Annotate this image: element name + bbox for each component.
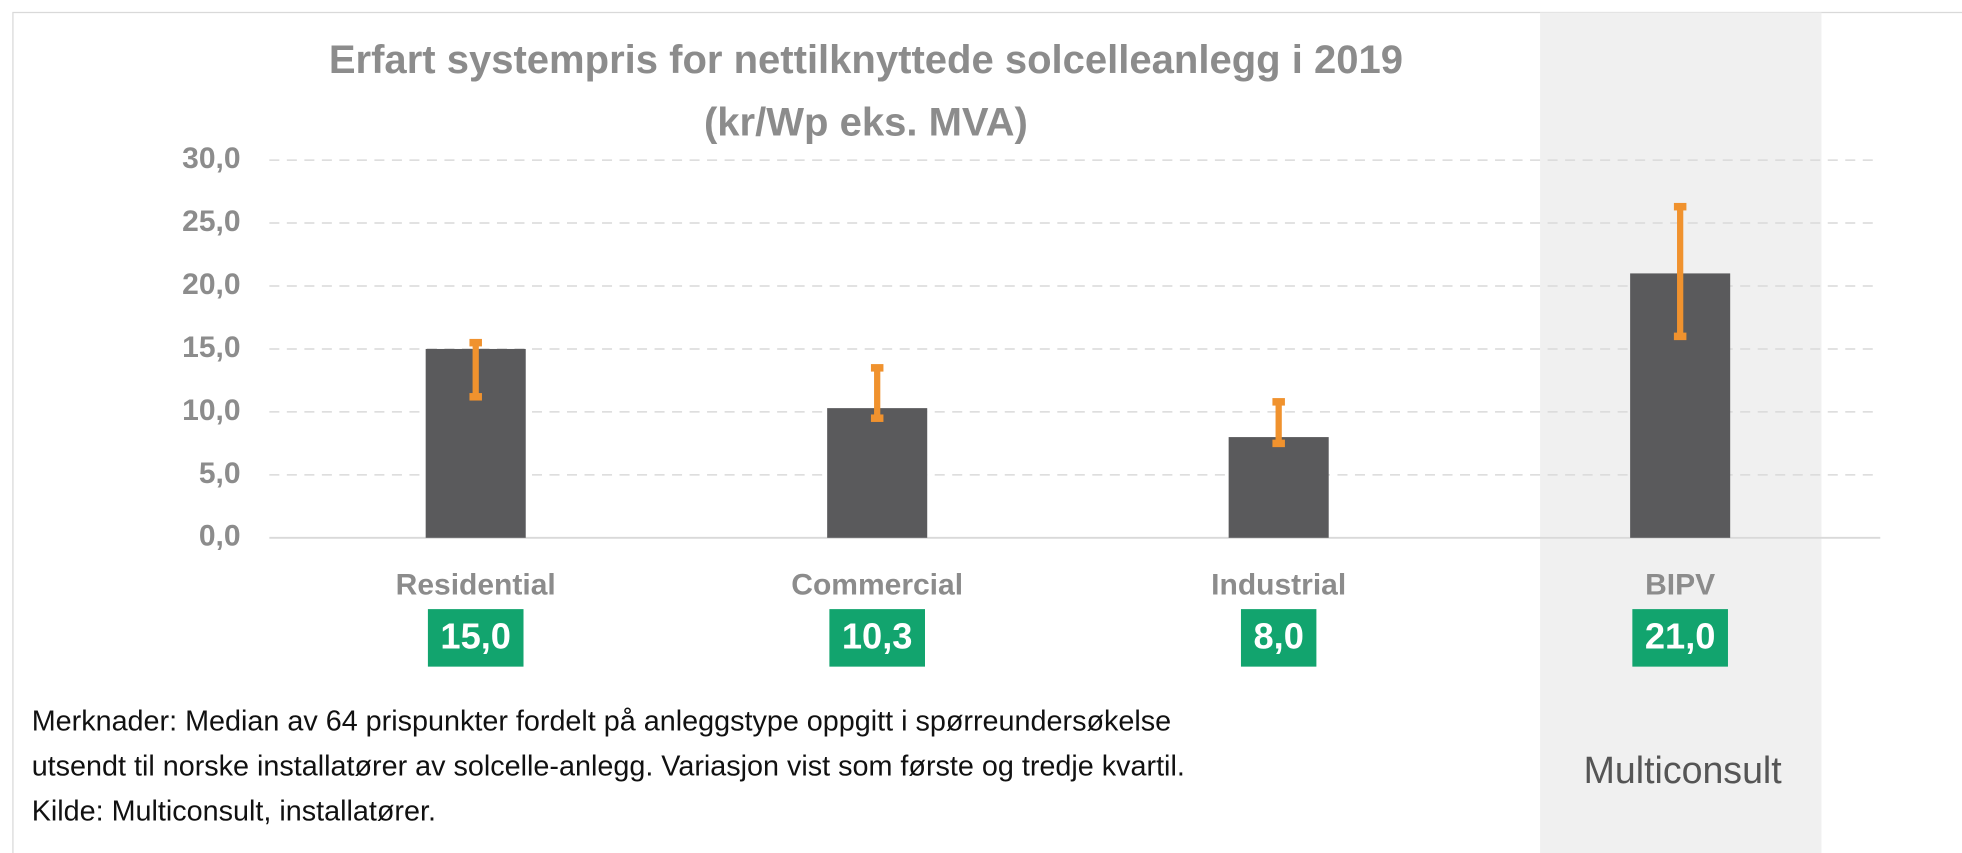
value-label: 8,0 <box>1253 616 1303 657</box>
y-tick-label: 30,0 <box>182 142 240 175</box>
y-tick-label: 0,0 <box>199 520 241 553</box>
value-label-box <box>1632 609 1728 667</box>
y-tick-label: 10,0 <box>182 394 240 427</box>
bar <box>827 408 928 538</box>
x-tick-label: Industrial <box>1211 569 1346 602</box>
y-tick-label: 5,0 <box>199 457 241 490</box>
value-label-box <box>427 609 524 667</box>
value-label: 21,0 <box>1645 616 1716 657</box>
bar <box>1228 437 1329 538</box>
logo: Multiconsult <box>1584 749 1783 791</box>
x-tick-label: Commercial <box>791 569 963 602</box>
value-label-box <box>1240 609 1317 667</box>
value-label: 10,3 <box>842 616 913 657</box>
value-label-box <box>829 609 925 667</box>
chart-title: Erfart systempris for nettilknyttede sol… <box>329 38 1403 82</box>
x-tick-label: Residential <box>396 569 556 602</box>
value-label: 15,0 <box>440 616 511 657</box>
x-tick-label: BIPV <box>1645 569 1715 602</box>
y-tick-label: 25,0 <box>182 205 240 238</box>
chart-subtitle: (kr/Wp eks. MVA) <box>704 101 1028 145</box>
note: utsendt til norske installatører av solc… <box>32 751 1185 783</box>
y-tick-label: 15,0 <box>182 331 240 364</box>
y-tick-label: 20,0 <box>182 268 240 301</box>
note: Kilde: Multiconsult, installatører. <box>32 796 436 828</box>
note: Merknader: Median av 64 prispunkter ford… <box>32 706 1171 738</box>
